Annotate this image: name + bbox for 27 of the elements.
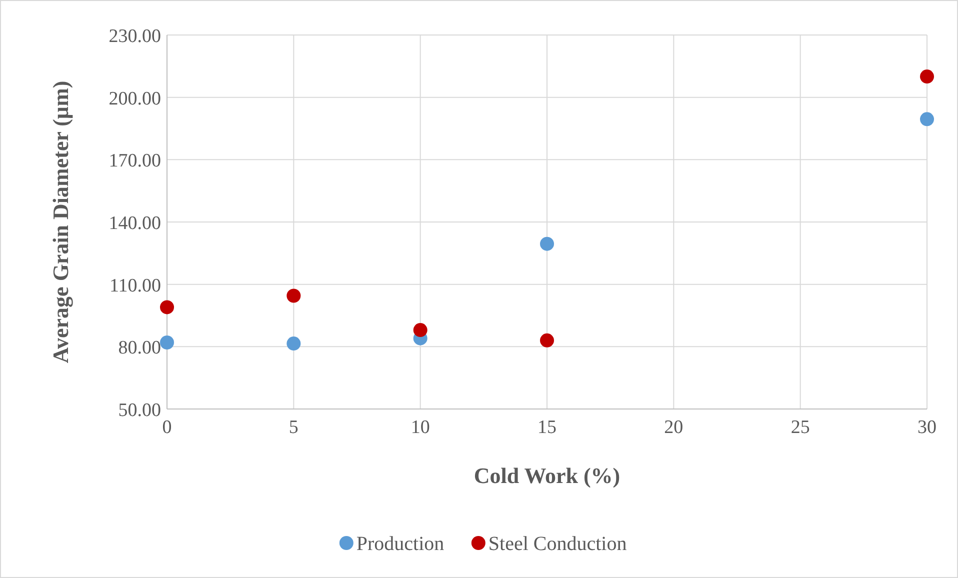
x-tick-label: 30 (918, 417, 936, 438)
x-tick-label: 15 (538, 417, 556, 438)
y-tick-label: 80.00 (118, 338, 161, 359)
point (286, 288, 301, 303)
y-tick-label: 50.00 (118, 400, 161, 421)
x-axis-title: Cold Work (%) (474, 463, 620, 488)
point (413, 323, 428, 338)
point (920, 112, 934, 126)
x-tick-label: 5 (288, 417, 298, 438)
y-tick-label: 230.00 (108, 26, 161, 47)
y-tick-label: 110.00 (109, 275, 161, 296)
y-tick-label: 200.00 (108, 88, 161, 110)
legend-label: Production (356, 533, 444, 555)
y-tick-label: 140.00 (108, 213, 161, 234)
legend-label: Steel Conduction (488, 533, 627, 555)
point (286, 336, 301, 351)
x-tick-label: 10 (410, 417, 430, 438)
x-tick-label: 0 (162, 417, 172, 438)
x-tick-label: 20 (664, 417, 684, 438)
point (540, 236, 554, 251)
x-tick-label: 25 (790, 417, 810, 438)
point (160, 300, 174, 314)
y-tick-label: 170.00 (108, 150, 161, 172)
point (540, 333, 554, 348)
point (160, 336, 174, 350)
point (920, 70, 934, 84)
y-axis-title: Average Grain Diameter (µm) (48, 80, 73, 364)
